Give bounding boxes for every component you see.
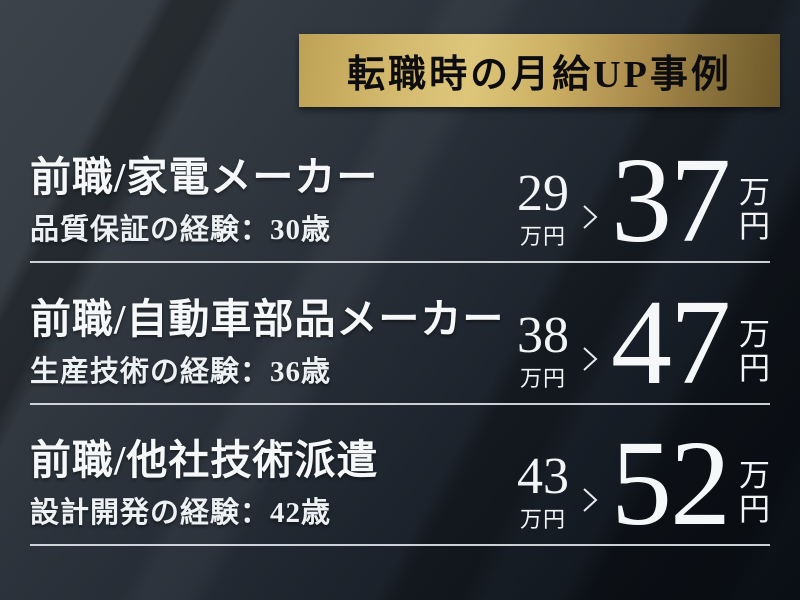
before-value: 38 [517,307,569,365]
after-unit-top: 万 [739,316,770,352]
after-unit-bottom: 円 [739,491,770,527]
case-3-before-salary: 43 万円 [517,448,569,534]
after-value: 37 [611,133,731,269]
case-3-experience: 設計開発の経験：42歳 [30,497,332,529]
case-row-1: 前職/家電メーカー 品質保証の経験：30歳 29 万円 37 万 円 [30,140,770,263]
poster-title: 転職時の月給UP事例 [347,54,732,96]
case-1-numbers: 29 万円 37 万 円 [517,133,770,269]
after-unit: 万 円 [739,174,770,244]
case-2-text: 前職/自動車部品メーカー 生産技術の経験：36歳 [30,296,505,390]
after-value: 52 [611,416,731,552]
case-1-before-salary: 29 万円 [517,165,569,251]
case-3-company: 前職/他社技術派遣 [30,437,379,484]
arrow-right-icon [581,487,599,513]
after-unit-bottom: 円 [739,208,770,244]
before-unit: 万円 [519,366,566,391]
case-1-text: 前職/家電メーカー 品質保証の経験：30歳 [30,154,379,248]
after-unit-top: 万 [739,457,770,493]
case-2-company: 前職/自動車部品メーカー [30,296,505,343]
case-2-numbers: 38 万円 47 万 円 [517,275,770,411]
before-value: 29 [517,165,569,223]
case-row-2: 前職/自動車部品メーカー 生産技術の経験：36歳 38 万円 47 万 円 [30,282,770,405]
after-unit: 万 円 [739,457,770,527]
case-1-experience: 品質保証の経験：30歳 [30,214,332,246]
title-banner: 転職時の月給UP事例 [299,34,780,107]
before-unit: 万円 [519,507,566,532]
arrow-right-icon [581,204,599,230]
case-2-before-salary: 38 万円 [517,307,569,393]
before-value: 43 [517,448,569,506]
case-3-text: 前職/他社技術派遣 設計開発の経験：42歳 [30,437,379,531]
case-1-company: 前職/家電メーカー [30,154,379,201]
after-unit-bottom: 円 [739,350,770,386]
after-unit: 万 円 [739,316,770,386]
after-unit-top: 万 [739,174,770,210]
arrow-right-icon [581,346,599,372]
case-2-experience: 生産技術の経験：36歳 [30,356,332,388]
case-3-numbers: 43 万円 52 万 円 [517,416,770,552]
before-unit: 万円 [519,224,566,249]
case-row-3: 前職/他社技術派遣 設計開発の経験：42歳 43 万円 52 万 円 [30,422,770,546]
after-value: 47 [611,275,731,411]
